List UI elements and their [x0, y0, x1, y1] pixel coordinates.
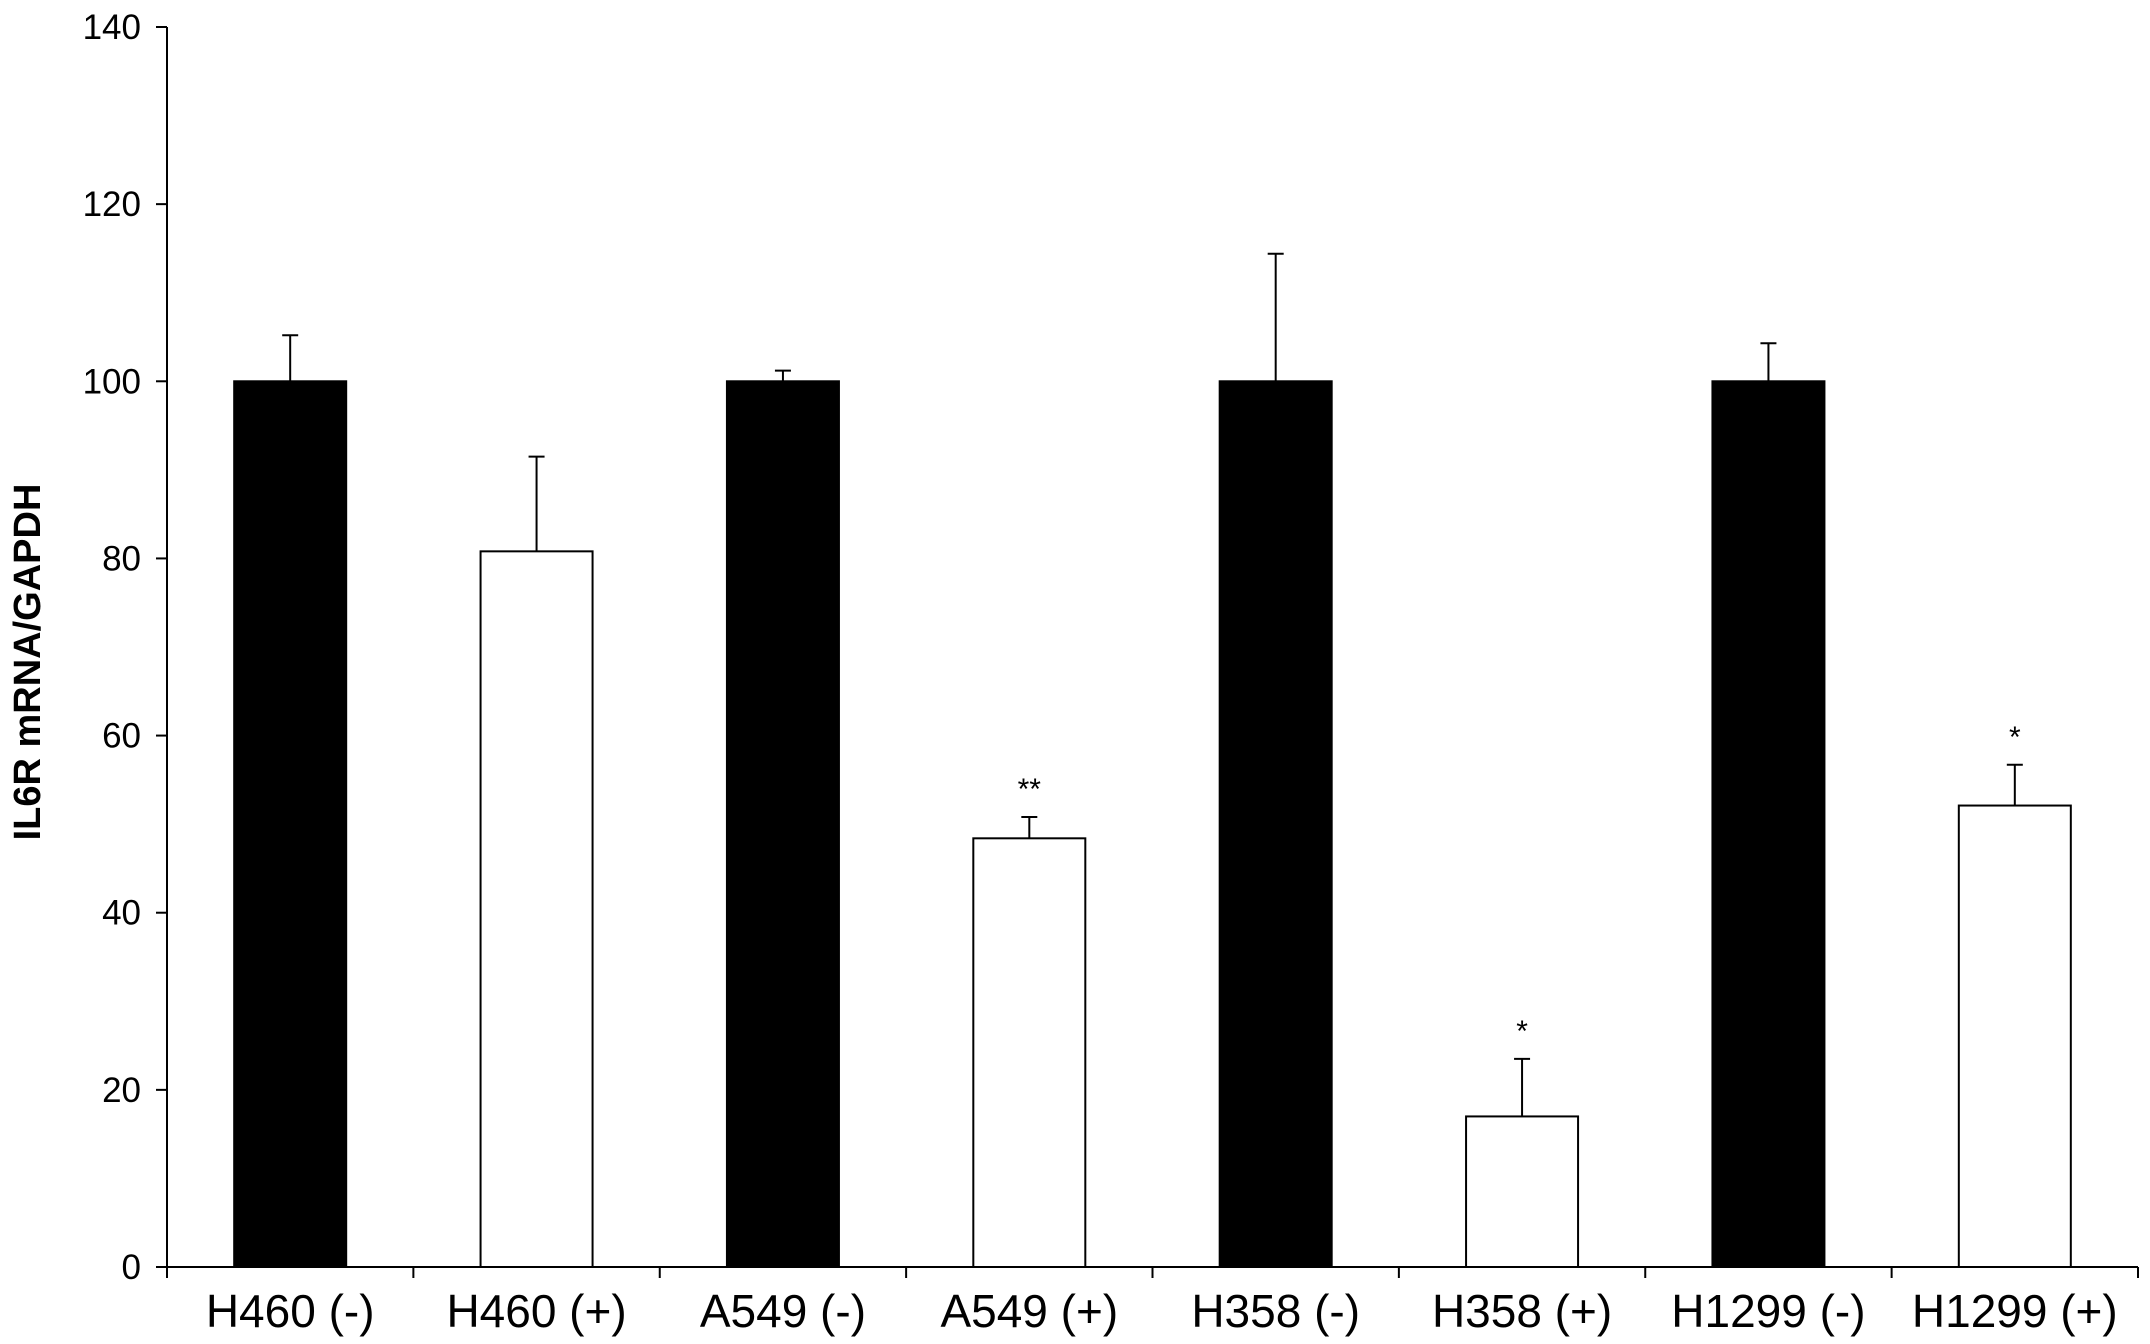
y-tick-label: 0: [122, 1248, 141, 1287]
error-bar: [1760, 342, 1777, 382]
y-tick-label: 120: [83, 185, 141, 224]
x-category-label: H460 (+): [446, 1285, 626, 1337]
bar: [479, 550, 594, 1268]
error-bar: [774, 369, 791, 382]
error-bars: [282, 252, 2023, 1117]
bar: [1465, 1115, 1580, 1269]
x-category-label: A549 (+): [940, 1285, 1118, 1337]
error-bar: [1021, 816, 1038, 839]
significance-label: *: [1516, 1015, 1528, 1048]
bar: [725, 380, 840, 1268]
y-tick-label: 40: [102, 894, 141, 933]
y-tick-label: 100: [83, 362, 141, 401]
x-axis: [166, 1266, 2139, 1278]
y-axis: 0 20 40 60 80 100 120 140: [83, 8, 168, 1287]
x-category-label: H358 (-): [1191, 1285, 1360, 1337]
x-category-label: H460 (-): [206, 1285, 375, 1337]
y-tick-label: 140: [83, 8, 141, 47]
category-labels: H460 (-) H460 (+) A549 (-) A549 (+) H358 (-)…: [206, 1285, 2118, 1337]
bars: [233, 380, 2072, 1269]
bar: [972, 837, 1087, 1268]
error-bar: [528, 455, 545, 552]
significance-labels: ****: [1018, 721, 2021, 1048]
bar: [1957, 804, 2072, 1268]
bar: [1218, 380, 1333, 1268]
bar: [233, 380, 348, 1268]
x-category-label: H1299 (-): [1671, 1285, 1865, 1337]
x-category-label: H358 (+): [1432, 1285, 1612, 1337]
y-axis-title: IL6R mRNA/GAPDH: [7, 484, 49, 841]
error-bar: [2006, 763, 2023, 806]
x-category-label: H1299 (+): [1912, 1285, 2118, 1337]
y-tick-label: 20: [102, 1071, 141, 1110]
x-category-label: A549 (-): [700, 1285, 866, 1337]
y-tick-label: 60: [102, 717, 141, 756]
y-tick-label: 80: [102, 539, 141, 578]
error-bar: [1514, 1057, 1531, 1117]
bar: [1711, 380, 1826, 1268]
significance-label: **: [1018, 773, 1042, 806]
error-bar: [282, 334, 299, 382]
error-bar: [1267, 252, 1284, 382]
significance-label: *: [2009, 721, 2021, 754]
